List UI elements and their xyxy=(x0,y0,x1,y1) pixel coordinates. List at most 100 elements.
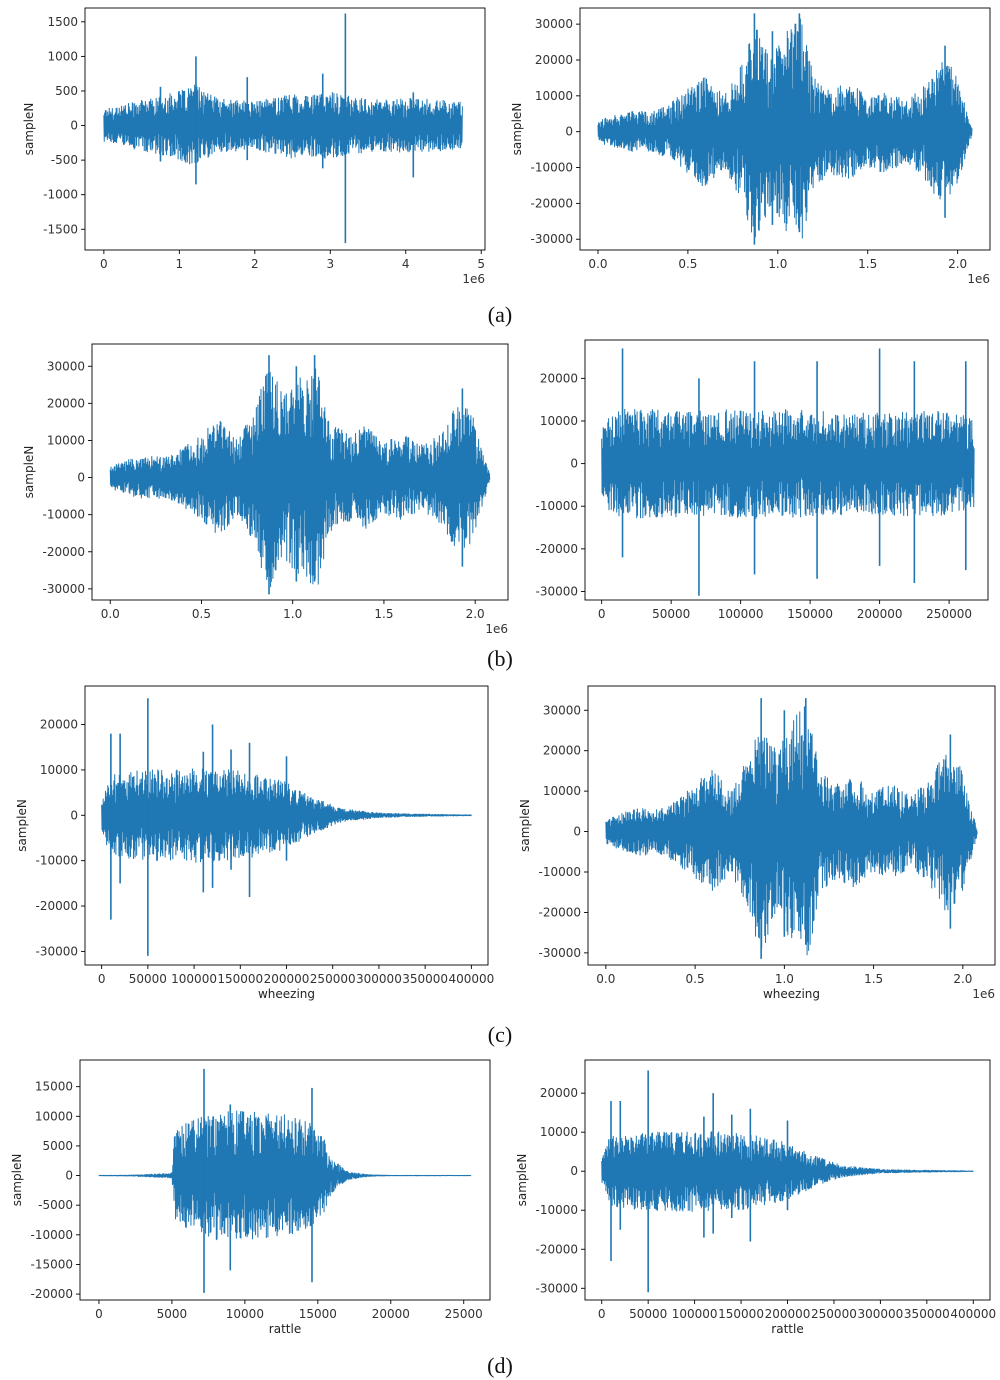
y-axis-label: sampleN xyxy=(22,446,36,499)
x-tick-label: 250000 xyxy=(310,972,356,986)
x-tick-label: 250000 xyxy=(811,1307,857,1321)
waveform-series xyxy=(103,84,463,165)
y-tick-label: 0 xyxy=(70,808,78,822)
y-tick-label: -20000 xyxy=(35,899,78,913)
x-tick-label: 400000 xyxy=(950,1307,996,1321)
axes-frame xyxy=(84,7,486,251)
y-tick-label: 0 xyxy=(70,119,78,133)
x-axis-label: wheezing xyxy=(258,987,315,1001)
y-tick-label: 20000 xyxy=(540,371,578,385)
axes-frame xyxy=(584,339,989,601)
x-tick-label: 50000 xyxy=(129,972,167,986)
x-tick-label: 5000 xyxy=(157,1307,188,1321)
waveform-series xyxy=(109,368,491,588)
waveform-series xyxy=(601,409,975,519)
y-tick-label: 0 xyxy=(565,125,573,139)
y-tick-label: -10000 xyxy=(30,1228,73,1242)
caption-a: (a) xyxy=(488,302,512,327)
x-tick-label: 50000 xyxy=(652,607,690,621)
y-tick-label: 1500 xyxy=(47,15,78,29)
y-tick-label: 10000 xyxy=(540,1125,578,1139)
y-axis-label: sampleN xyxy=(10,1154,24,1207)
y-tick-label: 0 xyxy=(77,471,85,485)
subplot-b-left: 0.0 0.5 1.0 1.5 2.0 -30000 -20000 -10000 0 10000 2… xyxy=(22,343,509,636)
y-tick-label: -30000 xyxy=(530,232,573,246)
x-tick-label: 150000 xyxy=(217,972,263,986)
y-axis-label: sampleN xyxy=(15,799,29,852)
y-tick-label: 30000 xyxy=(535,17,573,31)
y-tick-label: -1500 xyxy=(43,222,78,236)
x-tick-label: 0.0 xyxy=(588,257,607,271)
x-tick-label: 100000 xyxy=(718,607,764,621)
x-tick-label: 300000 xyxy=(356,972,402,986)
x-tick-label: 0.5 xyxy=(686,972,705,986)
x-tick-label: 4 xyxy=(402,257,410,271)
x-tick-label: 1.0 xyxy=(768,257,787,271)
subplot-c-left: 0 50000 100000 150000 200000 250000 300000 3500… xyxy=(15,685,494,1001)
subplot-d-left: 0 5000 10000 15000 20000 25000 -20000 -15000 -10… xyxy=(10,1059,491,1336)
waveform-series xyxy=(605,706,978,956)
x-axis-label: rattle xyxy=(771,1322,803,1336)
y-tick-label: 20000 xyxy=(47,396,85,410)
y-tick-label: -30000 xyxy=(42,582,85,596)
x-tick-label: 50000 xyxy=(629,1307,667,1321)
caption-b: (b) xyxy=(487,646,513,671)
x-tick-label: 0.5 xyxy=(678,257,697,271)
x-tick-label: 150000 xyxy=(787,607,833,621)
x-tick-label: 1.0 xyxy=(775,972,794,986)
y-tick-label: 20000 xyxy=(535,53,573,67)
waveform-series xyxy=(597,18,973,239)
y-tick-label: 20000 xyxy=(540,1086,578,1100)
x-tick-label: 1.0 xyxy=(283,607,302,621)
y-tick-label: 0 xyxy=(570,1164,578,1178)
x-tick-label: 0 xyxy=(98,972,106,986)
subplot-a-left: 0 1 2 3 4 5 -1500 -1000 -500 0 500 1000 1500 sampleN 1… xyxy=(22,7,486,286)
y-axis-label: sampleN xyxy=(510,103,524,156)
waveform-series xyxy=(98,1110,472,1241)
subplot-d-right: 0 50000 100000 150000 200000 250000 300000 3500… xyxy=(515,1059,996,1336)
y-tick-label: -500 xyxy=(51,153,78,167)
x-tick-label: 0.0 xyxy=(101,607,120,621)
x-tick-label: 25000 xyxy=(445,1307,483,1321)
x-tick-label: 2 xyxy=(251,257,259,271)
y-tick-label: 15000 xyxy=(35,1080,73,1094)
x-tick-label: 200000 xyxy=(857,607,903,621)
x-tick-label: 350000 xyxy=(904,1307,950,1321)
x-tick-label: 3 xyxy=(326,257,334,271)
y-tick-label: 500 xyxy=(55,84,78,98)
x-tick-label: 1.5 xyxy=(864,972,883,986)
y-tick-label: -5000 xyxy=(38,1198,73,1212)
y-tick-label: 10000 xyxy=(47,433,85,447)
x-tick-label: 2.0 xyxy=(466,607,485,621)
x-tick-label: 200000 xyxy=(765,1307,811,1321)
y-tick-label: 0 xyxy=(573,825,581,839)
y-tick-label: -10000 xyxy=(535,1203,578,1217)
axes-frame xyxy=(587,685,996,966)
y-tick-label: -20000 xyxy=(535,1242,578,1256)
x-tick-label: 250000 xyxy=(926,607,972,621)
x-tick-label: 150000 xyxy=(718,1307,764,1321)
x-axis-label: wheezing xyxy=(763,987,820,1001)
x-tick-label: 0 xyxy=(598,607,606,621)
y-tick-label: 0 xyxy=(65,1169,73,1183)
caption-d: (d) xyxy=(487,1353,513,1378)
y-tick-label: -15000 xyxy=(30,1257,73,1271)
x-tick-label: 0 xyxy=(95,1307,103,1321)
x-offset-text: 1e6 xyxy=(972,987,995,1001)
y-tick-label: -20000 xyxy=(535,542,578,556)
x-tick-label: 100000 xyxy=(171,972,217,986)
y-tick-label: 0 xyxy=(570,457,578,471)
y-tick-label: 10000 xyxy=(40,763,78,777)
subplot-c-right: 0.0 0.5 1.0 1.5 2.0 -30000 -20000 -10000 0 10000 2… xyxy=(518,685,996,1001)
caption-c: (c) xyxy=(488,1022,512,1047)
x-tick-label: 20000 xyxy=(372,1307,410,1321)
y-tick-label: -30000 xyxy=(35,944,78,958)
x-offset-text: 1e6 xyxy=(485,622,508,636)
y-tick-label: -30000 xyxy=(535,584,578,598)
x-tick-label: 200000 xyxy=(264,972,310,986)
x-tick-label: 0 xyxy=(100,257,108,271)
x-tick-label: 2.0 xyxy=(953,972,972,986)
y-tick-label: 10000 xyxy=(35,1109,73,1123)
y-tick-label: 1000 xyxy=(47,49,78,63)
